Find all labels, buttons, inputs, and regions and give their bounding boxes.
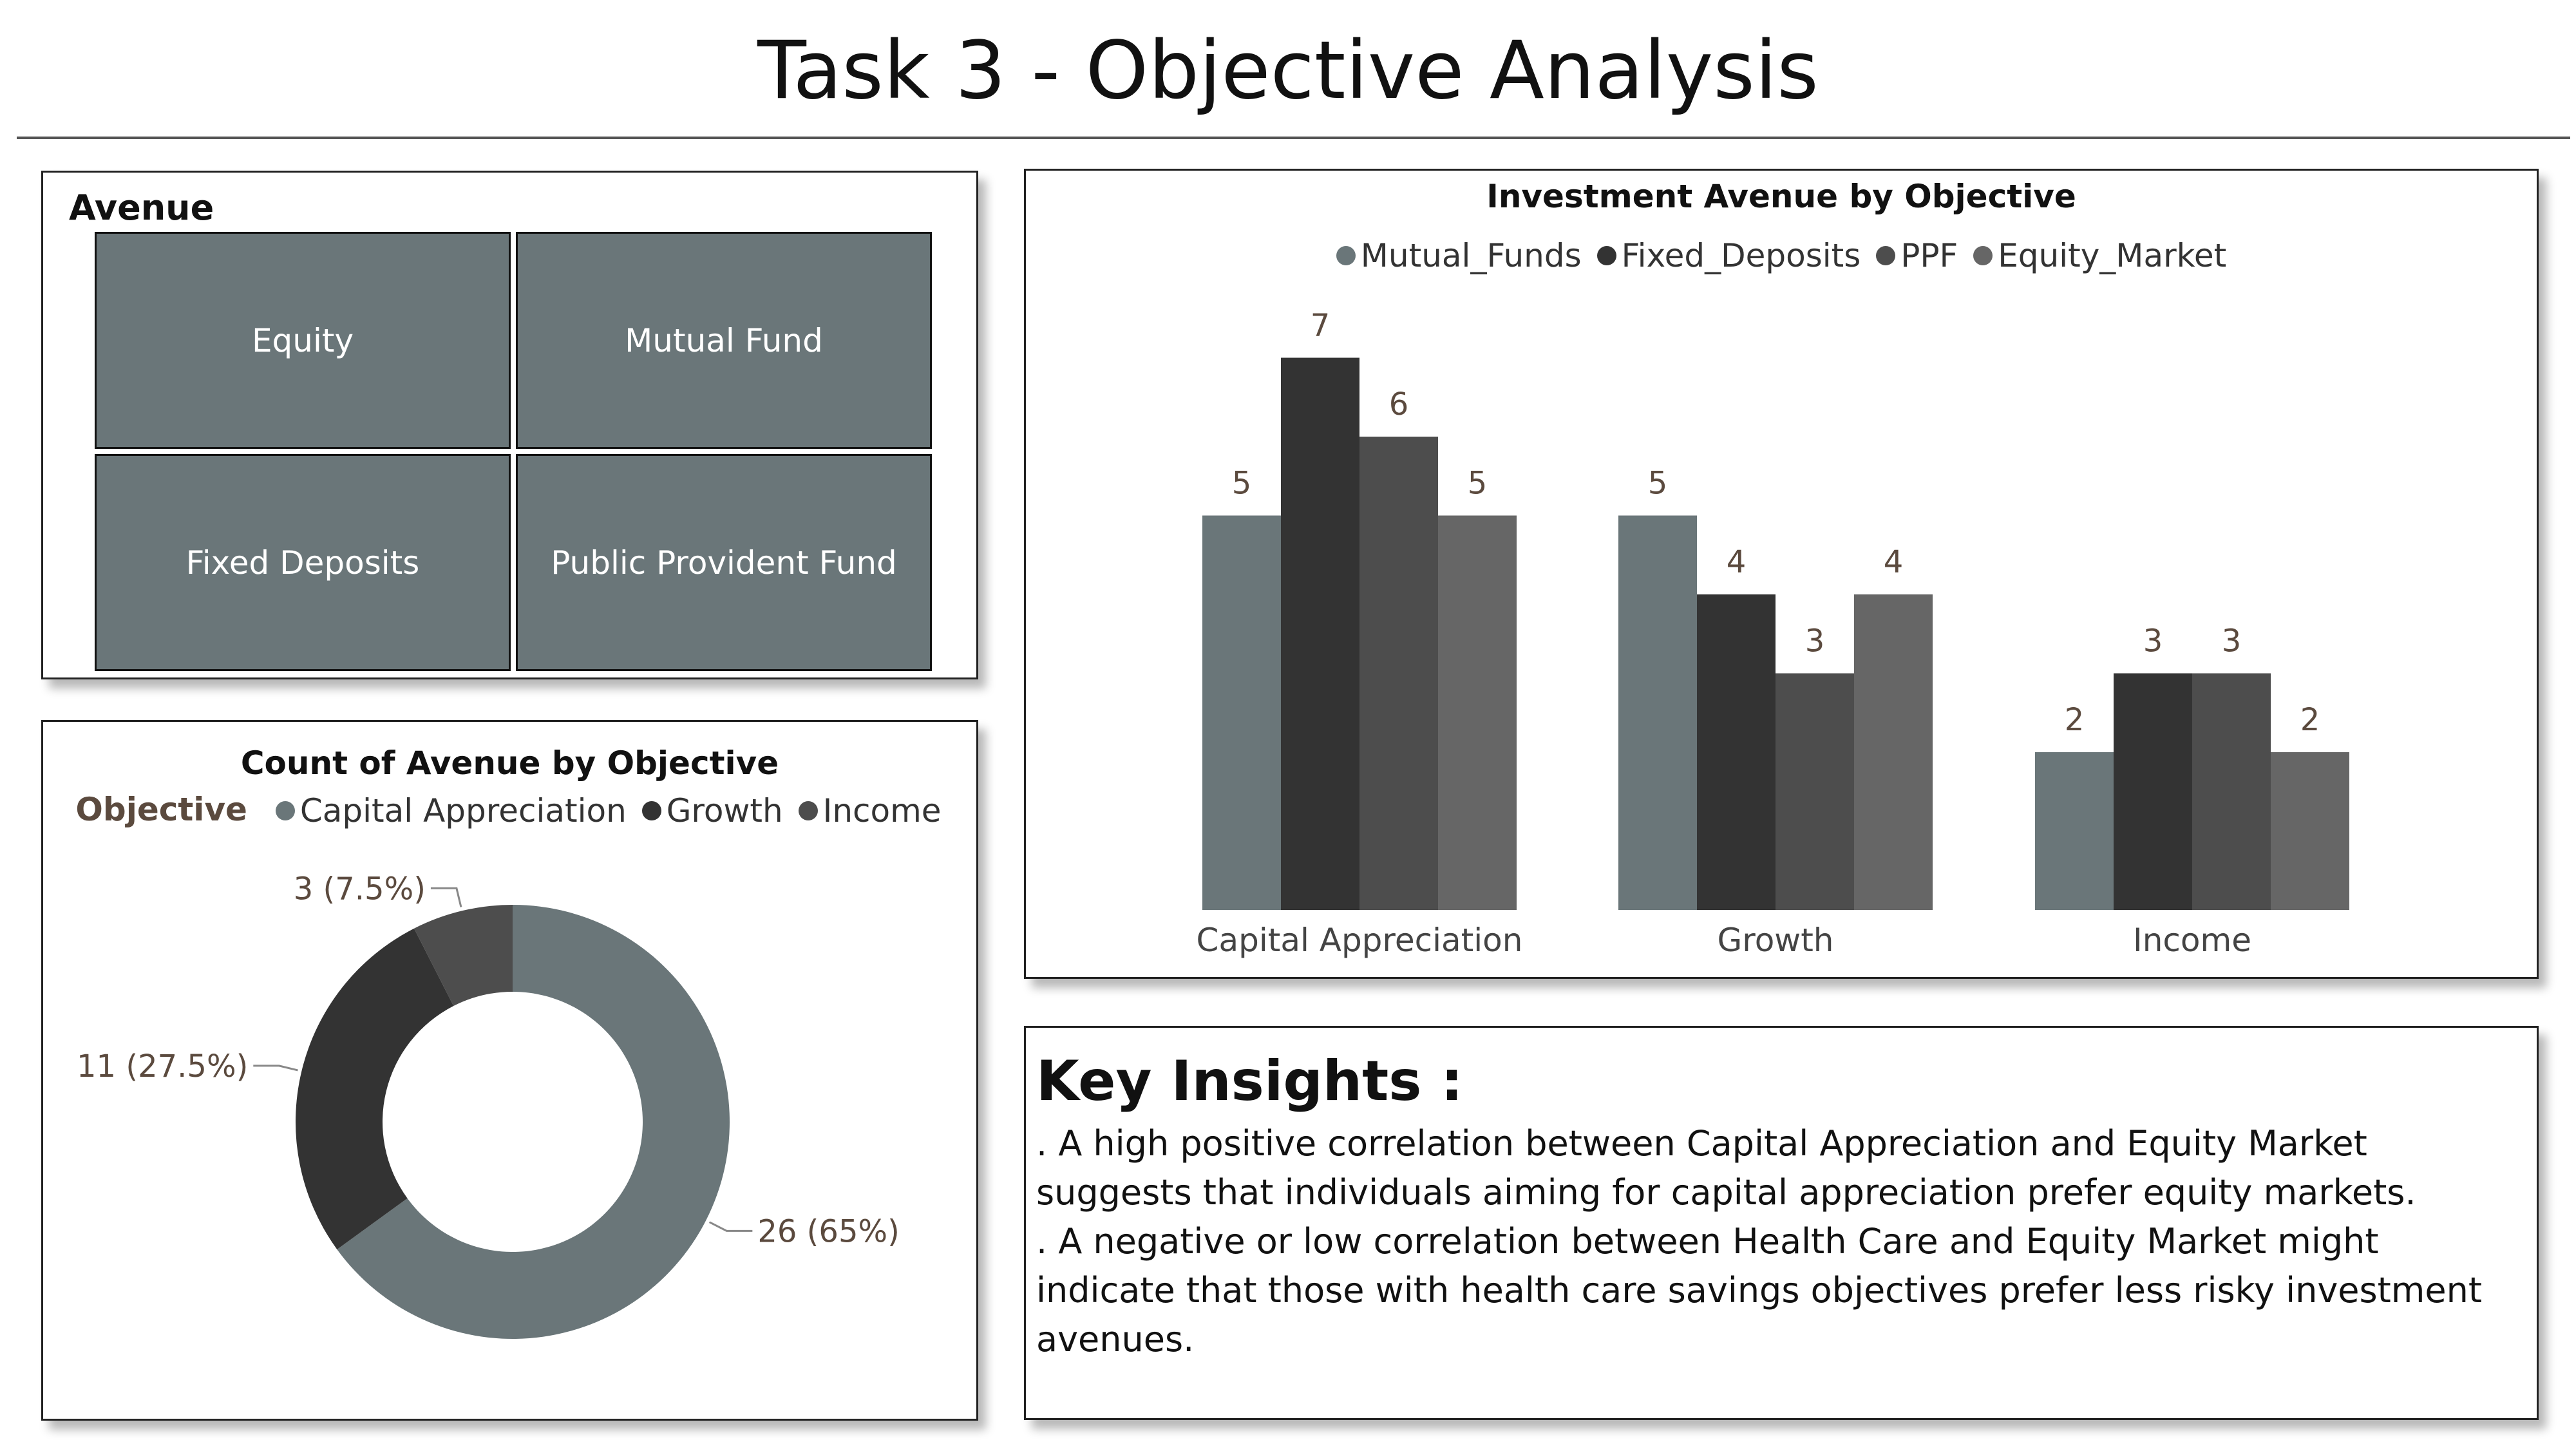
legend-item-income[interactable]: Income: [798, 790, 942, 831]
avenue-tile-fixed-deposits[interactable]: Fixed Deposits: [95, 454, 511, 671]
bar-chart-title: Investment Avenue by Objective: [1486, 178, 2076, 215]
page-title: Task 3 - Objective Analysis: [757, 24, 1819, 117]
legend-label: Growth: [666, 792, 783, 829]
bar-chart-card: Investment Avenue by Objective Mutual_Fu…: [1024, 169, 2539, 979]
donut-chart-title: Count of Avenue by Objective: [240, 744, 779, 782]
bar-data-label: 2: [2065, 702, 2085, 738]
bar[interactable]: [2271, 752, 2349, 910]
legend-item-growth[interactable]: Growth: [641, 790, 783, 831]
x-axis-tick-label: Income: [2133, 922, 2251, 959]
bar-data-label: 6: [1389, 386, 1409, 422]
legend-item-ppf[interactable]: PPF: [1876, 235, 1958, 276]
bar[interactable]: [1202, 515, 1281, 911]
legend-dot-icon: [641, 801, 661, 820]
bar[interactable]: [1854, 594, 1933, 910]
bar-legend: Mutual_Funds Fixed_Deposits PPF Equity_M…: [1026, 234, 2537, 276]
donut-legend-heading: Objective: [75, 791, 247, 828]
legend-dot-icon: [798, 801, 818, 820]
legend-item-mutual-funds[interactable]: Mutual_Funds: [1336, 235, 1582, 276]
donut-legend: Objective Capital Appreciation Growth In…: [43, 789, 976, 831]
x-axis-tick-label: Capital Appreciation: [1197, 922, 1523, 959]
bar[interactable]: [1618, 515, 1697, 911]
donut-leader-line: [253, 1065, 298, 1072]
bar[interactable]: [1281, 357, 1359, 911]
legend-item-fixed-deposits[interactable]: Fixed_Deposits: [1596, 235, 1861, 276]
legend-item-capital-appreciation[interactable]: Capital Appreciation: [275, 790, 627, 831]
avenue-tile-equity[interactable]: Equity: [95, 232, 511, 449]
donut-slice[interactable]: [296, 928, 454, 1250]
bar[interactable]: [1438, 515, 1517, 911]
legend-label: Mutual_Funds: [1360, 237, 1582, 274]
bar-data-label: 2: [2300, 702, 2320, 738]
legend-label: Equity_Market: [1998, 237, 2227, 274]
avenue-slicer-card: Avenue Equity Mutual Fund Fixed Deposits…: [41, 171, 978, 679]
legend-dot-icon: [1596, 246, 1616, 265]
avenue-tile-mutual-fund[interactable]: Mutual Fund: [516, 232, 932, 449]
donut-slice[interactable]: [414, 905, 513, 1007]
key-insights-body: . A high positive correlation between Ca…: [1036, 1119, 2525, 1364]
bar-data-label: 5: [1232, 466, 1252, 502]
donut-data-label: 11 (27.5%): [77, 1048, 248, 1084]
legend-label: Income: [822, 792, 942, 829]
bar[interactable]: [1697, 594, 1776, 910]
legend-dot-icon: [275, 801, 295, 820]
donut-chart-card: Count of Avenue by Objective Objective C…: [41, 720, 978, 1421]
donut-chart: 26 (65%) 11 (27.5%) 3 (7.5%): [77, 871, 900, 1339]
bar[interactable]: [1776, 673, 1854, 911]
donut-data-label: 3 (7.5%): [294, 871, 426, 907]
legend-dot-icon: [1973, 246, 1993, 265]
legend-item-equity-market[interactable]: Equity_Market: [1973, 235, 2226, 276]
donut-leader-line: [430, 887, 462, 907]
bar[interactable]: [2114, 673, 2192, 911]
insight-point: . A negative or low correlation between …: [1036, 1221, 2483, 1359]
bar[interactable]: [2192, 673, 2271, 911]
bar-data-label: 3: [2222, 623, 2242, 659]
key-insights-title: Key Insights :: [1036, 1049, 1463, 1113]
x-axis-tick-label: Growth: [1718, 922, 1834, 959]
insight-point: . A high positive correlation between Ca…: [1036, 1123, 2416, 1213]
bar-data-label: 5: [1468, 466, 1488, 502]
legend-dot-icon: [1336, 246, 1356, 265]
key-insights-card: Key Insights : . A high positive correla…: [1024, 1026, 2539, 1420]
avenue-tile-public-provident-fund[interactable]: Public Provident Fund: [516, 454, 932, 671]
avenue-slicer-title: Avenue: [69, 187, 214, 228]
bar[interactable]: [2035, 752, 2114, 910]
legend-dot-icon: [1876, 246, 1896, 265]
bar[interactable]: [1359, 437, 1438, 910]
bar-data-label: 5: [1648, 466, 1668, 502]
bar-data-label: 3: [1805, 623, 1825, 659]
donut-data-label: 26 (65%): [757, 1213, 899, 1249]
title-divider: [17, 137, 2570, 139]
donut-leader-line: [708, 1221, 753, 1232]
bar-data-label: 7: [1311, 308, 1331, 344]
legend-label: Capital Appreciation: [299, 792, 627, 829]
bar-data-label: 4: [1884, 544, 1904, 580]
donut-slice[interactable]: [337, 905, 730, 1339]
bar-data-label: 3: [2143, 623, 2163, 659]
legend-label: PPF: [1900, 237, 1958, 274]
bar-chart: 5 7 6 5 Capital Appreciation 5 4 3 4 Growth 2 3 3 2 In…: [1197, 308, 2349, 959]
legend-label: Fixed_Deposits: [1621, 237, 1861, 274]
bar-data-label: 4: [1727, 544, 1747, 580]
avenue-tile-grid: Equity Mutual Fund Fixed Deposits Public…: [95, 232, 932, 671]
